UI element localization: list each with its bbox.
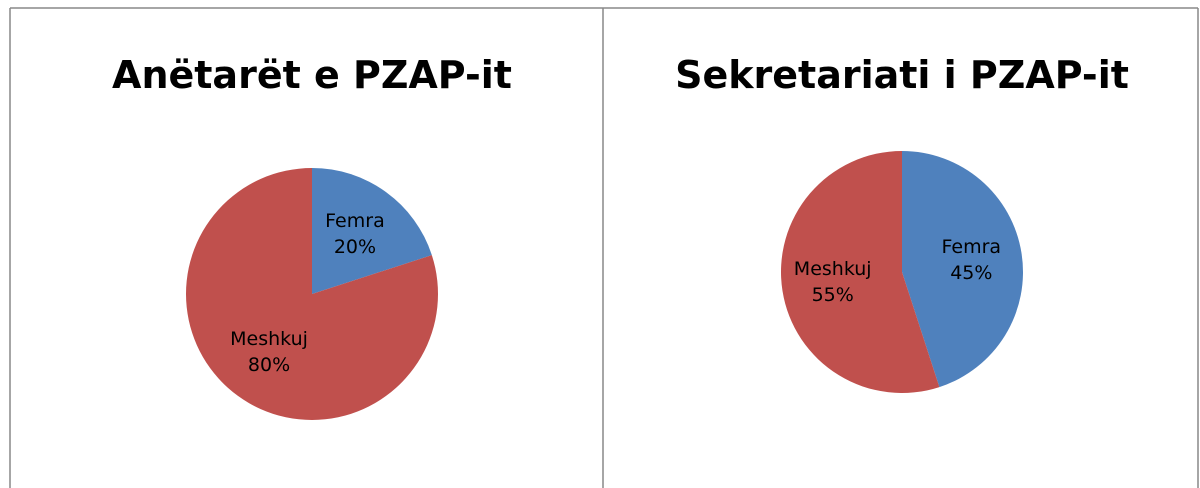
slice-category: Meshkuj: [230, 328, 308, 350]
pie-slice: [186, 168, 438, 420]
slice-category: Meshkuj: [794, 258, 872, 280]
pie-slice: [780, 151, 940, 393]
slice-category: Femra: [325, 210, 385, 232]
chart-title: Anëtarët e PZAP-it: [112, 53, 512, 97]
slice-value-label: 55%: [812, 284, 854, 306]
chart-title: Sekretariati i PZAP-it: [675, 53, 1129, 97]
slice-value-label: 45%: [950, 262, 992, 284]
slice-category: Femra: [942, 236, 1002, 258]
slice-value-label: 20%: [334, 236, 376, 258]
slice-value-label: 80%: [248, 354, 290, 376]
pie-slice: [902, 151, 1023, 388]
pie-slice: [312, 168, 432, 294]
